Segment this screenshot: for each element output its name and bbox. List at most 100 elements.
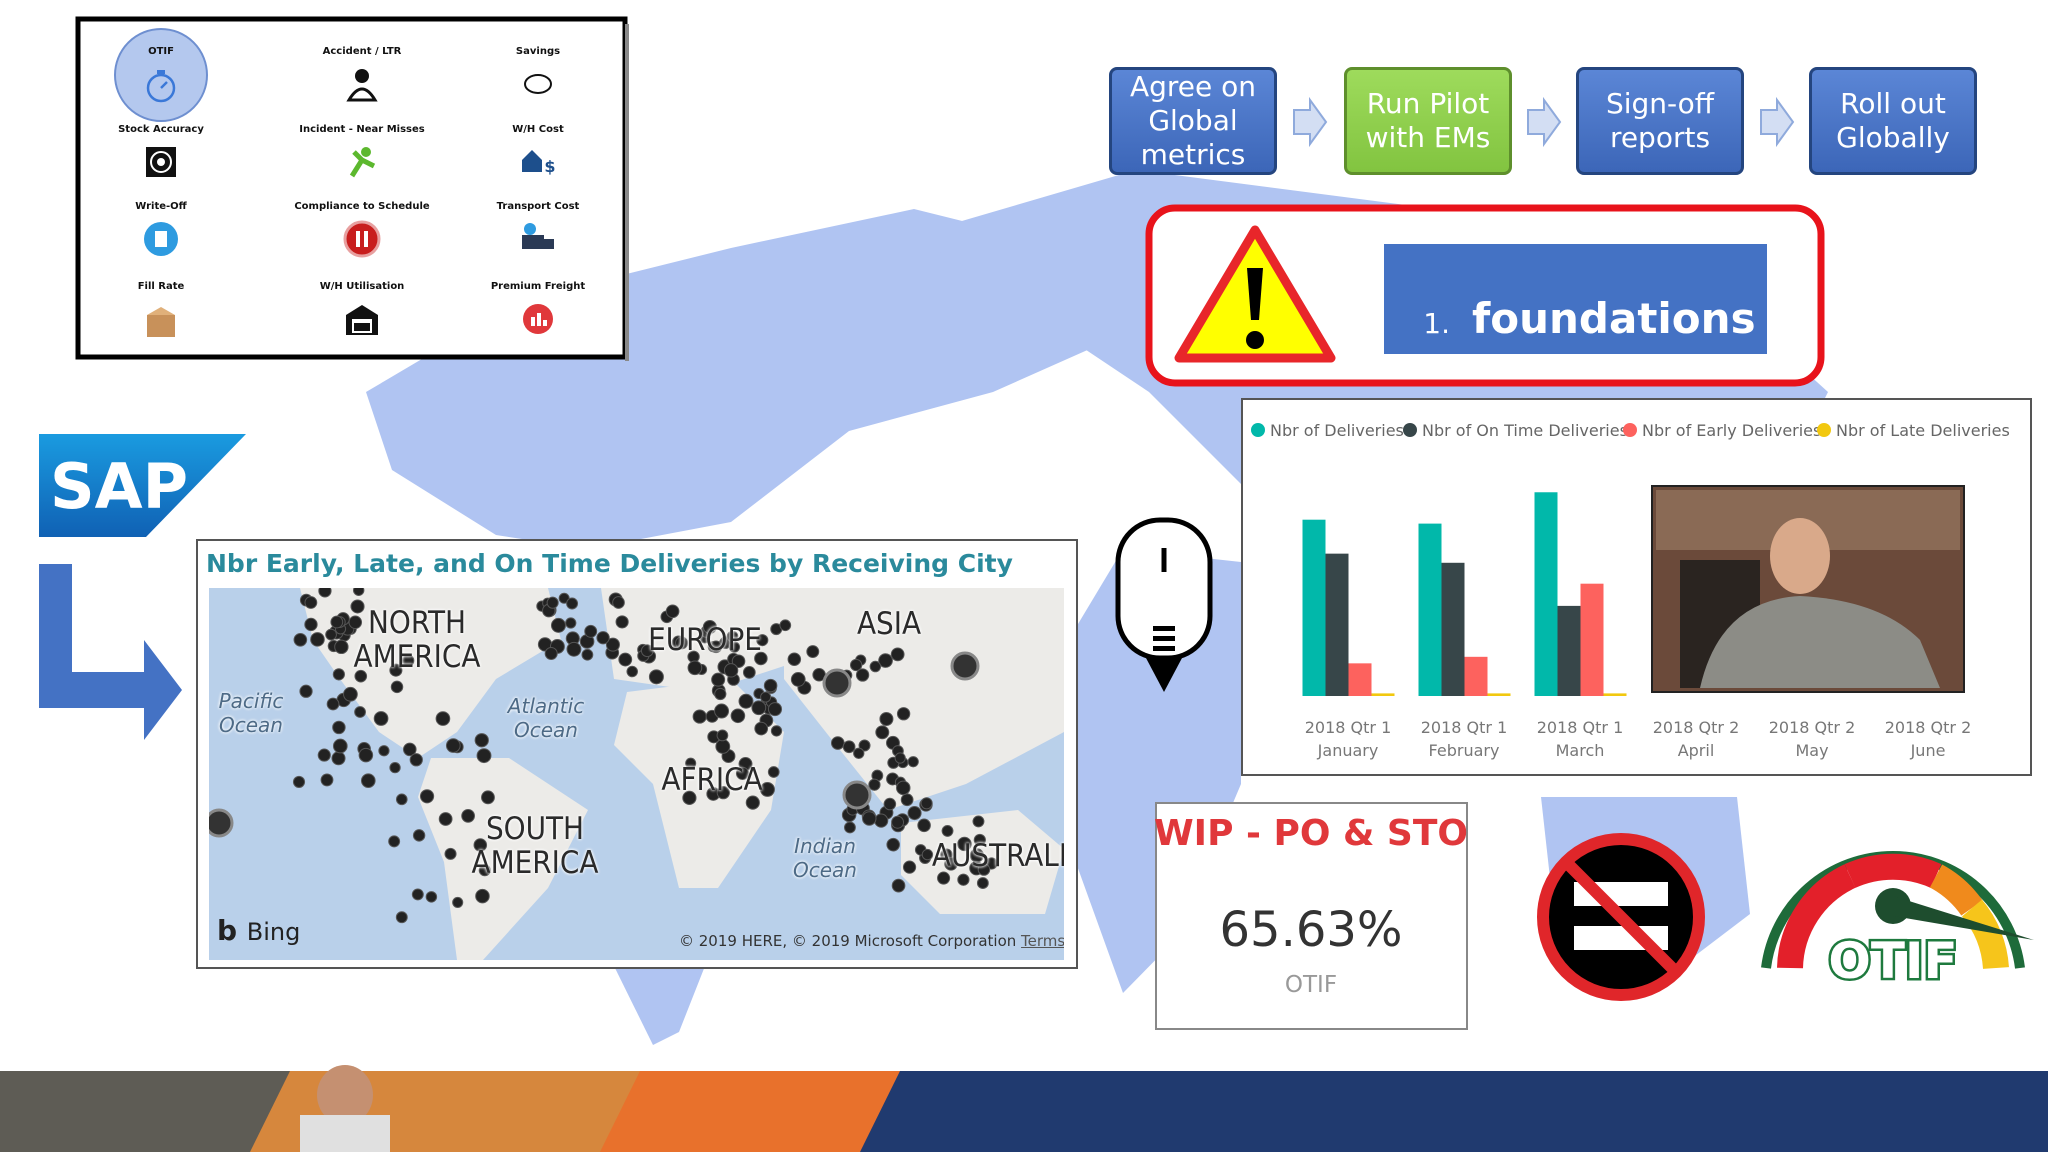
panel-shadow [625, 24, 629, 361]
city-dot [612, 596, 625, 609]
city-dot [326, 697, 340, 711]
legend-label: Nbr of Early Deliveries [1642, 421, 1821, 440]
city-dot [330, 615, 344, 629]
city-dot [907, 806, 922, 821]
kpi-label: Premium Freight [491, 281, 586, 292]
legend-swatch [1623, 423, 1637, 437]
legend-label: Nbr of On Time Deliveries [1422, 421, 1628, 440]
kpi-icon [522, 223, 554, 249]
city-dot [293, 632, 308, 647]
city-dot [767, 702, 783, 717]
x-tick-label: June [1910, 741, 1946, 760]
x-tick-label: 2018 Qtr 1 [1421, 718, 1508, 737]
footer-person [317, 1065, 373, 1125]
bar [1302, 519, 1326, 696]
city-dot [709, 640, 723, 654]
icon-part [364, 231, 368, 247]
city-dot [478, 864, 491, 877]
city-dot [476, 748, 492, 764]
city-dot [760, 691, 772, 703]
city-dot [687, 660, 703, 676]
city-dot [751, 700, 767, 716]
kpi-icon [144, 222, 178, 256]
bar-chart: Nbr of Deliveries Nbr of On Time Deliveri… [1251, 421, 2010, 760]
bar [1348, 663, 1372, 696]
island-shape [1158, 700, 1182, 760]
city-dot [855, 668, 870, 682]
kpi-icon: $ [522, 150, 556, 176]
city-dot [902, 860, 917, 874]
city-dot [544, 647, 558, 661]
legend-label: Nbr of Late Deliveries [1836, 421, 2010, 440]
x-tick-label: February [1429, 741, 1500, 760]
city-dot [735, 766, 750, 780]
icon-part [537, 313, 541, 326]
kpi-icon [343, 220, 381, 258]
city-dot [317, 748, 331, 762]
city-dot [360, 773, 376, 788]
bar [1464, 656, 1488, 696]
city-dot [389, 762, 401, 774]
city-dot [318, 588, 332, 598]
icon-part [531, 317, 535, 326]
x-tick-label: January [1317, 741, 1379, 760]
icon-part [147, 315, 175, 337]
city-dot [711, 672, 726, 687]
city-dot [874, 813, 889, 828]
icon-part [524, 74, 552, 94]
city-dot [849, 658, 863, 672]
icon-part [349, 150, 376, 178]
city-dot [304, 596, 318, 609]
city-dot [352, 588, 365, 596]
city-dot [615, 615, 629, 629]
kpi-label: Transport Cost [497, 201, 580, 212]
city-dot [546, 596, 559, 609]
banner-number: 1. [1423, 307, 1450, 340]
city-dot [921, 848, 934, 861]
city-dot [728, 641, 741, 653]
kpi-label: Stock Accuracy [118, 124, 204, 135]
city-dot [565, 617, 577, 629]
city-dot [332, 720, 346, 735]
kpi-icon [349, 147, 376, 178]
city-dot [310, 632, 325, 647]
bar [1441, 562, 1465, 696]
city-dot [665, 604, 680, 619]
sap-text: SAP [50, 450, 188, 523]
footer-stripe [600, 1071, 900, 1152]
map-label: AFRICA [661, 762, 763, 798]
arrow-stripe [1153, 646, 1175, 651]
city-dot [320, 773, 334, 787]
kpi-icon [146, 147, 176, 177]
kpi-icon [147, 307, 175, 337]
city-dot [332, 738, 348, 754]
city-dot [957, 836, 972, 852]
icon-part [343, 220, 381, 258]
city-dot [806, 645, 820, 659]
process-step: Run Pilot with EMs [1344, 67, 1512, 175]
city-dot [584, 624, 598, 638]
city-dot [754, 651, 768, 666]
otif-logo-text: OTIF [1828, 932, 1957, 990]
kpi-label: Compliance to Schedule [294, 201, 430, 212]
process-step: Sign-off reports [1576, 67, 1744, 175]
ocean-label: Indian Ocean [793, 834, 857, 882]
city-dot [409, 753, 423, 767]
icon-part: $ [544, 157, 555, 176]
process-step: Agree on Global metrics [1109, 67, 1277, 175]
city-dot [891, 815, 905, 829]
city-dot [891, 878, 906, 893]
map-provider: b Bing [217, 914, 300, 947]
city-dot [566, 597, 579, 610]
icon-part [157, 158, 165, 166]
city-dot [879, 711, 894, 726]
sap-logo [39, 434, 246, 537]
scroll-arrow [1146, 626, 1182, 692]
bar [1487, 693, 1511, 696]
process-step: Roll out Globally [1809, 67, 1977, 175]
terms-link[interactable]: Terms [1021, 932, 1064, 950]
icon-part [155, 231, 167, 247]
x-tick-label: May [1795, 741, 1828, 760]
city-dot [787, 652, 802, 666]
